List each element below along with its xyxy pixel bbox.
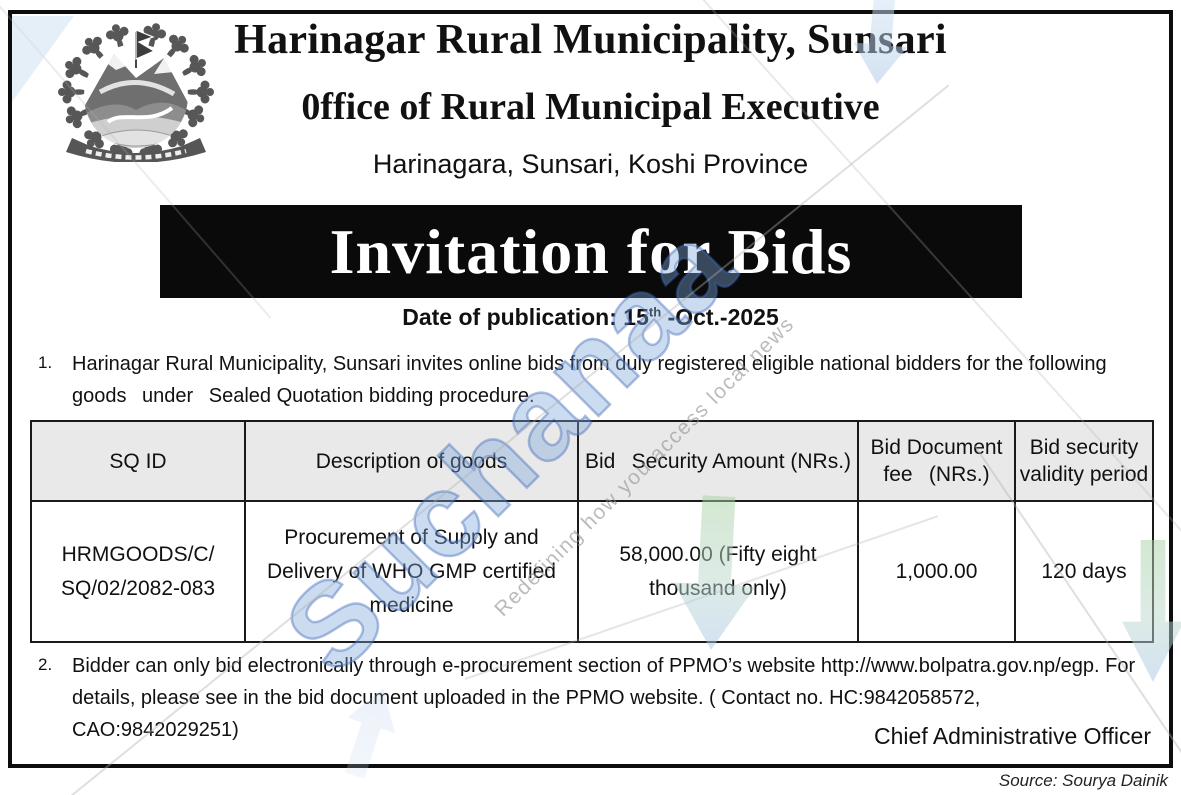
bid-table-row: HRMGOODS/C/ SQ/02/2082-083 Procurement o… bbox=[30, 500, 1154, 643]
cell-description: Procurement of Supply and Delivery of WH… bbox=[244, 500, 579, 643]
clause-2: 2. Bidder can only bid electronically th… bbox=[38, 650, 1142, 746]
bid-table-header-row: SQ ID Description of goods Bid Security … bbox=[30, 420, 1154, 502]
clause-1: 1. Harinagar Rural Municipality, Sunsari… bbox=[38, 348, 1142, 412]
header-bid-security-amount: Bid Security Amount (NRs.) bbox=[577, 420, 859, 502]
clause-1-number: 1. bbox=[38, 353, 53, 372]
publication-date-ordinal: th bbox=[648, 304, 662, 320]
clause-2-number: 2. bbox=[38, 655, 53, 674]
office-name: 0ffice of Rural Municipal Executive bbox=[301, 86, 880, 128]
nepal-coat-of-arms-logo bbox=[52, 20, 220, 163]
signature-line: Chief Administrative Officer bbox=[874, 723, 1151, 749]
address-line: Harinagara, Sunsari, Koshi Province bbox=[372, 149, 809, 179]
clause-2-text: Bidder can only bid electronically throu… bbox=[72, 655, 1136, 741]
cell-bid-security-amount: 58,000.00 (Fifty eight thousand only) bbox=[577, 500, 859, 643]
cell-bid-document-fee: 1,000.00 bbox=[857, 500, 1016, 643]
cell-bid-security-validity: 120 days bbox=[1014, 500, 1154, 643]
publication-date-suffix: -Oct.-2025 bbox=[661, 304, 779, 330]
publication-date-prefix: Date of publication: 15 bbox=[402, 304, 649, 330]
source-credit: Source: Sourya Dainik bbox=[998, 771, 1168, 790]
bid-table: SQ ID Description of goods Bid Security … bbox=[30, 420, 1154, 643]
notice-title: Invitation for Bids bbox=[329, 215, 853, 287]
cell-sq-id: HRMGOODS/C/ SQ/02/2082-083 bbox=[30, 500, 246, 643]
nepal-emblem-icon bbox=[58, 20, 214, 163]
org-name: Harinagar Rural Municipality, Sunsari bbox=[234, 17, 947, 63]
header-description: Description of goods bbox=[244, 420, 579, 502]
notice-border-frame bbox=[8, 10, 1173, 768]
clause-1-text: Harinagar Rural Municipality, Sunsari in… bbox=[72, 353, 1107, 407]
publication-date: Date of publication: 15th -Oct.-2025 bbox=[0, 304, 1181, 331]
header-sq-id: SQ ID bbox=[30, 420, 246, 502]
header-bid-security-validity: Bid security validity period bbox=[1014, 420, 1154, 502]
header-bid-document-fee: Bid Document fee (NRs.) bbox=[857, 420, 1016, 502]
notice-banner: Invitation for Bids bbox=[160, 205, 1022, 298]
